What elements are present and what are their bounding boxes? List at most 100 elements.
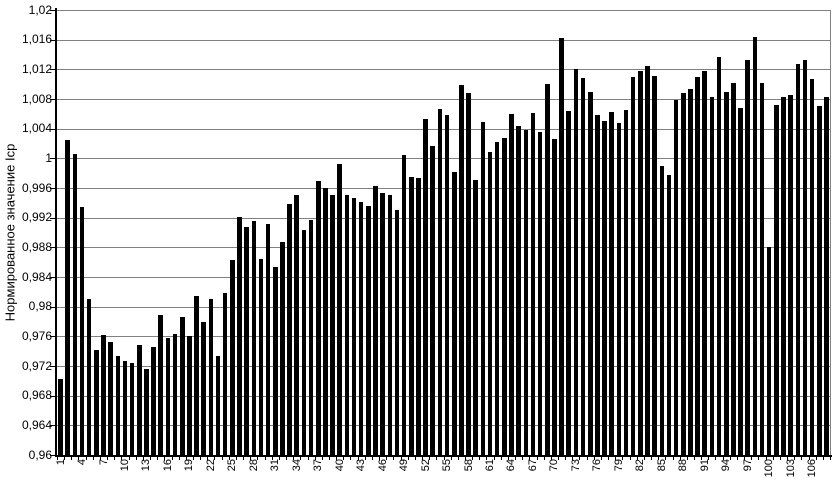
bar [559,38,564,455]
bar [795,64,801,455]
x-axis-tick [744,456,746,460]
x-tick-label: 64 [505,459,518,472]
gridline [57,395,830,397]
bar [208,299,214,455]
bar [251,220,257,455]
x-axis-tick [665,456,667,460]
y-axis-tick [50,128,55,130]
bar [652,76,657,455]
bar [308,219,314,455]
x-axis-tick [57,456,58,460]
bar [580,78,586,455]
bar [165,337,171,455]
x-axis-tick [729,456,731,460]
y-tick-label: 0,964 [21,417,52,432]
bar [766,247,772,455]
y-tick-label: 0,984 [21,269,52,284]
x-axis-tick [772,456,774,460]
bar [172,334,178,455]
bar [230,259,235,455]
bar [809,78,815,455]
x-axis-tick [694,456,695,460]
bar [666,175,672,455]
x-axis-tick [464,456,466,460]
x-axis-tick [207,456,209,460]
x-axis-tick [264,456,266,460]
x-axis-tick [794,456,796,460]
x-axis-tick [830,456,831,460]
x-axis-tick [443,456,445,460]
x-axis-tick [579,456,581,460]
bar [366,205,371,455]
x-axis-tick [214,456,216,460]
bar [530,113,536,455]
gridline [57,39,830,41]
x-axis-tick [121,456,123,460]
x-axis-tick [507,456,509,460]
bar [566,110,572,455]
bar [630,76,636,455]
gridline [57,10,830,11]
gridline [57,306,830,308]
bar [294,195,300,455]
x-tick-label: 61 [484,459,497,472]
bar [716,57,722,455]
bar [179,317,185,455]
x-axis-tick [114,456,116,460]
x-axis-tick [715,456,717,460]
bar [537,131,543,455]
plot-right-border [830,10,831,455]
x-axis-tick [787,456,789,460]
x-axis-tick [293,456,295,460]
x-axis-tick [286,456,288,460]
bar [595,115,600,455]
y-axis-tick [50,455,55,456]
x-axis-tick [779,456,781,460]
x-axis-tick [658,456,660,460]
x-tick-label: 49 [398,459,411,472]
y-axis-tick [50,158,55,160]
gridline [57,99,830,100]
bar [108,341,113,455]
bar [645,66,650,455]
bar [444,115,450,455]
x-tick-label: 70 [548,459,561,472]
bar [330,195,335,455]
bar [702,70,708,455]
y-axis-tick [50,277,55,278]
x-axis-tick [178,456,180,460]
bar [638,70,643,455]
bar [774,104,779,455]
bar [688,88,693,455]
x-axis-tick [600,456,602,460]
x-axis-tick [393,456,395,460]
x-axis-tick [336,456,338,460]
bar [552,139,557,455]
bar [301,230,307,455]
x-axis-tick [243,456,245,460]
x-axis-tick [192,456,194,460]
bar [587,91,593,455]
bar [280,242,285,455]
bar [430,145,436,455]
x-axis-tick [135,456,137,460]
gridline [57,247,830,249]
y-tick-label: 1 [45,150,52,165]
y-axis-tick [50,217,55,219]
bar [544,84,550,455]
bar [602,121,607,455]
y-axis-tick [50,366,55,367]
bar [788,95,793,455]
x-axis-tick [543,456,545,460]
x-tick-label: 91 [698,459,711,472]
x-axis-tick [808,456,810,460]
x-axis-tick [99,456,101,460]
y-axis-tick [50,188,55,189]
y-axis-tick [50,306,55,308]
bar [194,295,199,455]
bar [473,179,478,455]
plot-area [57,10,831,455]
x-tick-label: 16 [161,459,174,472]
gridline [57,158,830,160]
x-axis-tick [92,456,94,460]
